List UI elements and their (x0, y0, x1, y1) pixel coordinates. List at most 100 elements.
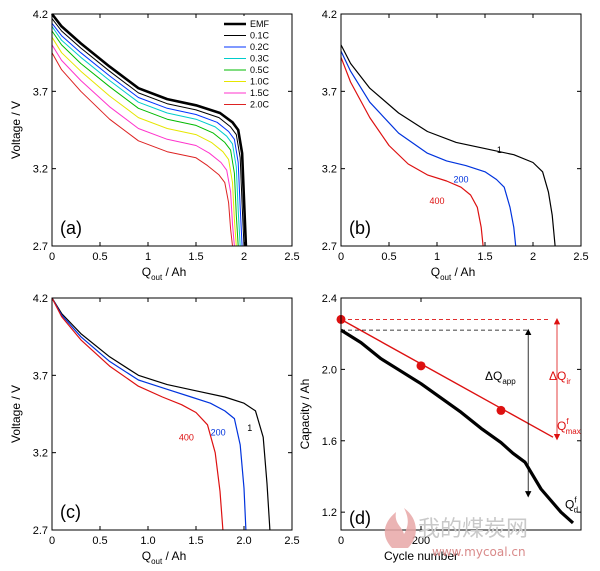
panel-b-xtick-label: 1 (434, 251, 440, 263)
panel-d-qd-line (340, 328, 575, 525)
panel-a-series-line-7 (51, 52, 233, 247)
panel-a-series-line-5 (51, 36, 237, 247)
panel-b-ytick-label: 4.2 (322, 9, 337, 21)
panel-a-legend-bg (220, 16, 286, 110)
panel-c-xlabel-q: Q (142, 549, 151, 563)
panel-c-xtick-label: 0.5 (92, 535, 107, 547)
panel-b-series-line-2 (340, 57, 484, 247)
panel-c-curve-label: 400 (179, 432, 194, 442)
panel-c-ylabel: Voltage / V (9, 385, 23, 443)
panel-c-xtick-label: 1.0 (140, 535, 155, 547)
panel-d-xlabel: Cycle number (384, 549, 458, 563)
panel-a-legend-label: 0.2C (250, 42, 270, 52)
panel-a-legend-label: 2.0C (250, 100, 270, 110)
panel-d-annot-qmax-sup: f (566, 417, 569, 426)
panel-b-curve-label: 200 (453, 175, 468, 185)
panel-b-xtick-label: 1.5 (477, 251, 492, 263)
panel-d-xtick-label: 0 (338, 535, 344, 547)
panel-c-xtick-label: 0 (49, 535, 55, 547)
panel-b-xtick-label: 0.5 (381, 251, 396, 263)
panel-d-annot-qmax-main: Q (557, 419, 566, 433)
panel-a-axes-frame (51, 13, 293, 247)
panel-b-xtick-label: 2 (530, 251, 536, 263)
panel-a-xtick-label: 1 (145, 251, 151, 263)
panel-a-legend-label: EMF (250, 19, 270, 29)
panel-a-xlabel-q: Q (142, 265, 151, 279)
panel-b-axes-frame (340, 13, 582, 247)
panel-b-xlabel: Qout / Ah (431, 265, 476, 282)
panel-b-xtick-label: 2.5 (573, 251, 588, 263)
panel-a-xtick-label: 0.5 (92, 251, 107, 263)
panel-d-ytick-label: 2.0 (322, 364, 337, 376)
watermark-url: www.mycoal.cn (432, 545, 526, 559)
panel-d-annot-dq-app: ΔQapp (485, 369, 516, 386)
panel-a-series-line-3 (51, 26, 241, 247)
panel-d-qmax-marker (496, 405, 506, 415)
panel-d-qmax-line (340, 318, 554, 438)
panel-a-ytick-label: 3.2 (33, 164, 48, 176)
watermark-flame-icon (384, 508, 416, 548)
panel-a-label: (a) (60, 218, 82, 238)
panel-c-xtick-label: 1.5 (188, 535, 203, 547)
panel-a-legend-label: 0.3C (250, 54, 270, 64)
panel-b-xtick-label: 0 (338, 251, 344, 263)
panel-c-ytick-label: 2.7 (33, 525, 48, 537)
panel-d-annot-qd-main: Q (565, 498, 574, 512)
panel-a-legend-label: 1.5C (250, 88, 270, 98)
panel-d-label: (d) (349, 508, 371, 528)
panel-a-series-line-0 (50, 13, 248, 247)
panel-b-ytick-label: 3.7 (322, 86, 337, 98)
panel-b-label: (b) (349, 218, 371, 238)
panel-b-xlabel-unit: / Ah (451, 265, 475, 279)
panel-c-xlabel-unit: / Ah (162, 549, 186, 563)
watermark-text: 我的煤炭网 (418, 517, 528, 542)
panel-a-legend-label: 1.0C (250, 77, 270, 87)
panel-b-ytick-label: 3.2 (322, 164, 337, 176)
panel-b-curve-label: 1 (497, 145, 502, 155)
panel-d-ylabel: Capacity / Ah (298, 379, 312, 450)
panel-d-ytick-label: 1.2 (322, 507, 337, 519)
panel-d-axes-frame (340, 297, 582, 531)
panel-b: 0 0.5 1 1.5 2 2.5 2.7 3.2 3.7 4.2 Qout / Ah 1 200 400… (322, 9, 589, 282)
panel-b-ytick-label: 2.7 (322, 241, 337, 253)
panel-c-ytick-label: 4.2 (33, 293, 48, 305)
panel-c-axes-frame (51, 297, 293, 531)
panel-a-xtick-label: 2.5 (284, 251, 299, 263)
panel-a: 0 0.5 1 1.5 2 2.5 2.7 3.2 3.7 4.2 Qout / Ah Voltage… (9, 9, 300, 282)
panel-d-annot-dq-ir-sub: ir (566, 377, 571, 386)
panel-c-xlabel: Qout / Ah (142, 549, 187, 566)
panel-c-curve-label: 1 (247, 423, 252, 433)
panel-a-ytick-label: 2.7 (33, 241, 48, 253)
panel-d-annot-qd: Qf d (565, 496, 578, 515)
panel-d-annot-dq-app-sub: app (502, 377, 516, 386)
panel-a-xlabel-sub: out (151, 273, 163, 282)
panel-d-ytick-label: 2.4 (322, 293, 337, 305)
panel-c-ytick-label: 3.7 (33, 370, 48, 382)
panel-a-xtick-label: 2 (241, 251, 247, 263)
panel-d-ytick-label: 1.6 (322, 436, 337, 448)
panel-c-xtick-label: 2.0 (236, 535, 251, 547)
panel-a-ytick-label: 4.2 (33, 9, 48, 21)
panel-d-annot-qmax: Qf max (557, 417, 581, 436)
panel-b-curve-label: 400 (429, 196, 444, 206)
panel-d-annot-qmax-sub: max (566, 427, 581, 436)
panel-b-series-line-1 (340, 50, 517, 247)
panel-a-xlabel: Qout / Ah (142, 265, 187, 282)
panel-a-series-line-4 (51, 30, 239, 247)
panel-d-xtick-label: 200 (412, 535, 430, 547)
panel-c-xtick-label: 2.5 (284, 535, 299, 547)
panel-a-xlabel-unit: / Ah (162, 265, 186, 279)
panel-a-xtick-label: 0 (49, 251, 55, 263)
panel-a-series-line-2 (51, 22, 243, 247)
panel-a-series-line-1 (51, 18, 245, 247)
panel-d: 0 200 1.2 1.6 2.0 2.4 Cycle number Capacity / A… (298, 293, 582, 563)
panel-a-series-line-6 (51, 44, 235, 247)
panel-c: 0 0.5 1.0 1.5 2.0 2.5 2.7 3.2 3.7 4.2 Qout / Ah Vol… (9, 293, 300, 566)
panel-a-ylabel: Voltage / V (9, 101, 23, 159)
panel-b-xlabel-q: Q (431, 265, 440, 279)
panel-c-label: (c) (60, 502, 81, 522)
panel-c-series-line-2 (51, 297, 224, 531)
panel-d-annot-dq-ir: ΔQir (549, 369, 571, 386)
panel-d-annot-qd-sup: f (574, 496, 577, 505)
